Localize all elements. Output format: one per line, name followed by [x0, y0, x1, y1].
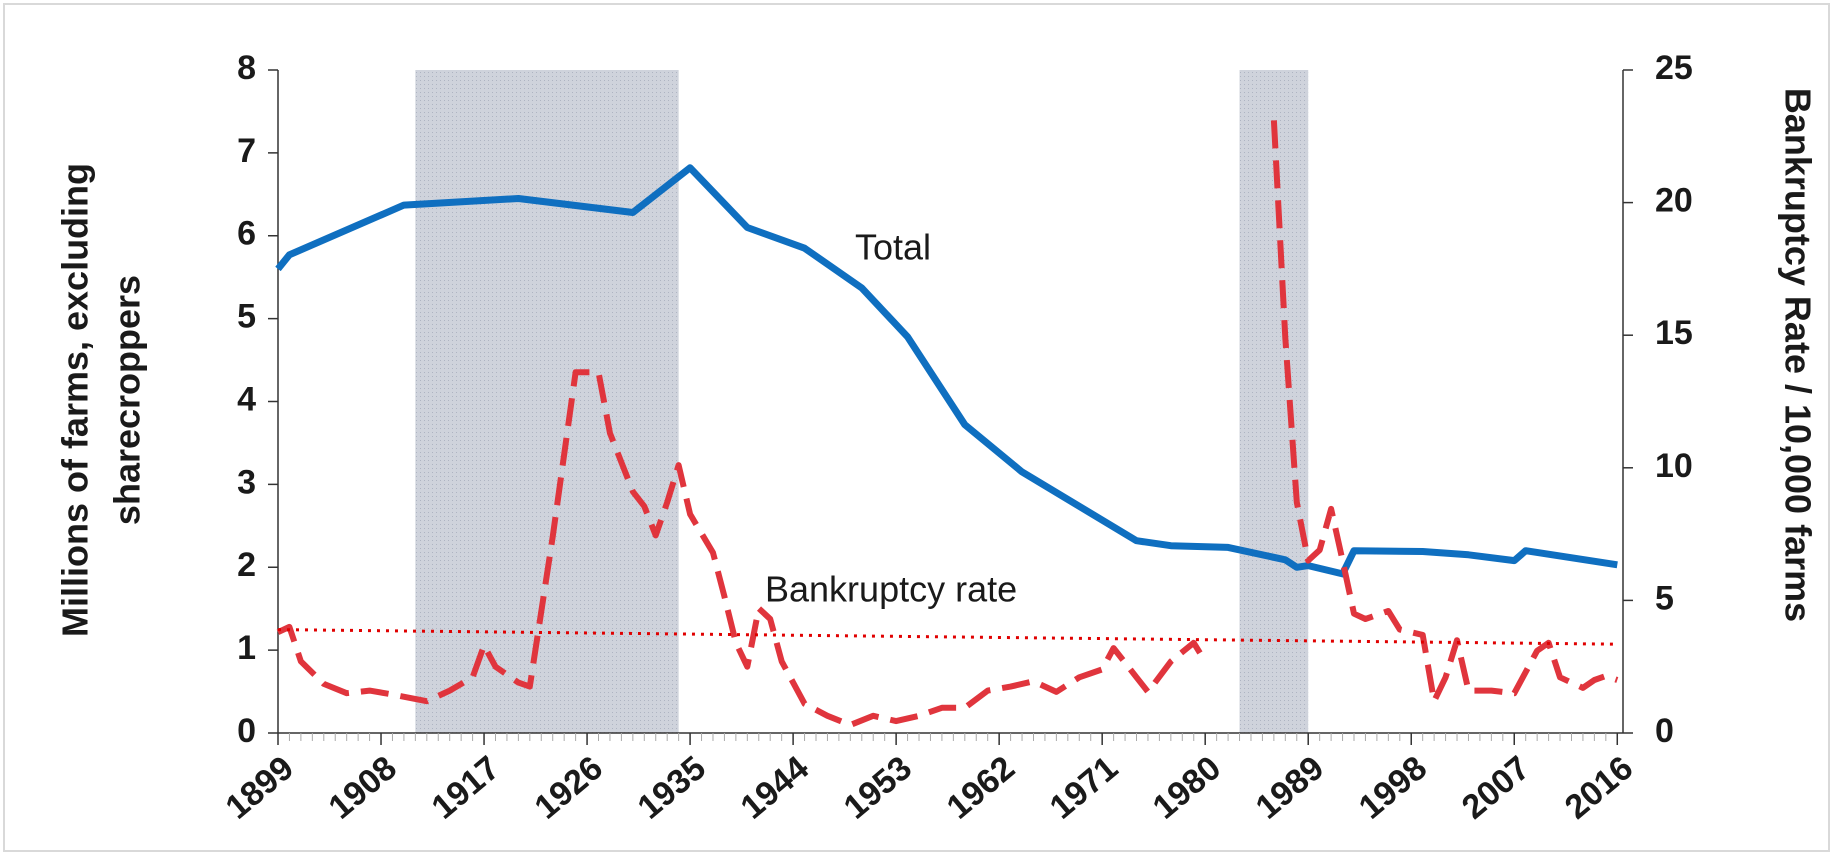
- series-line: [277, 628, 1618, 646]
- y2-tick-label: 25: [1655, 49, 1693, 87]
- y-tick-label: 6: [237, 215, 256, 253]
- series-label: Bankruptcy rate: [765, 569, 1017, 610]
- y-tick-label: 3: [237, 463, 256, 501]
- series-line: [275, 164, 1618, 578]
- y-tick-label: 1: [237, 629, 256, 667]
- y-tick-label: 0: [237, 712, 256, 750]
- y-tick-label: 8: [237, 49, 256, 87]
- chart-frame: [3, 3, 1830, 852]
- y2-tick-label: 5: [1655, 579, 1674, 617]
- y-tick-label: 2: [237, 546, 256, 584]
- y2-tick-label: 10: [1655, 447, 1693, 485]
- y-tick-label: 7: [237, 132, 256, 170]
- y2-tick-label: 20: [1655, 182, 1693, 220]
- y-axis-title: Millions of farms, excluding: [55, 163, 96, 637]
- y-tick-label: 4: [237, 380, 256, 418]
- y2-tick-label: 15: [1655, 314, 1693, 352]
- shaded-region: [1239, 70, 1309, 733]
- y-axis-title: sharecroppers: [107, 275, 148, 525]
- y-tick-label: 5: [237, 298, 256, 336]
- series-line: [276, 120, 1619, 728]
- y2-tick-label: 0: [1655, 712, 1674, 750]
- shaded-region: [415, 70, 679, 733]
- y2-axis-title: Bankruptcy Rate / 10,000 farms: [1777, 88, 1818, 622]
- series-label: Total: [855, 227, 931, 268]
